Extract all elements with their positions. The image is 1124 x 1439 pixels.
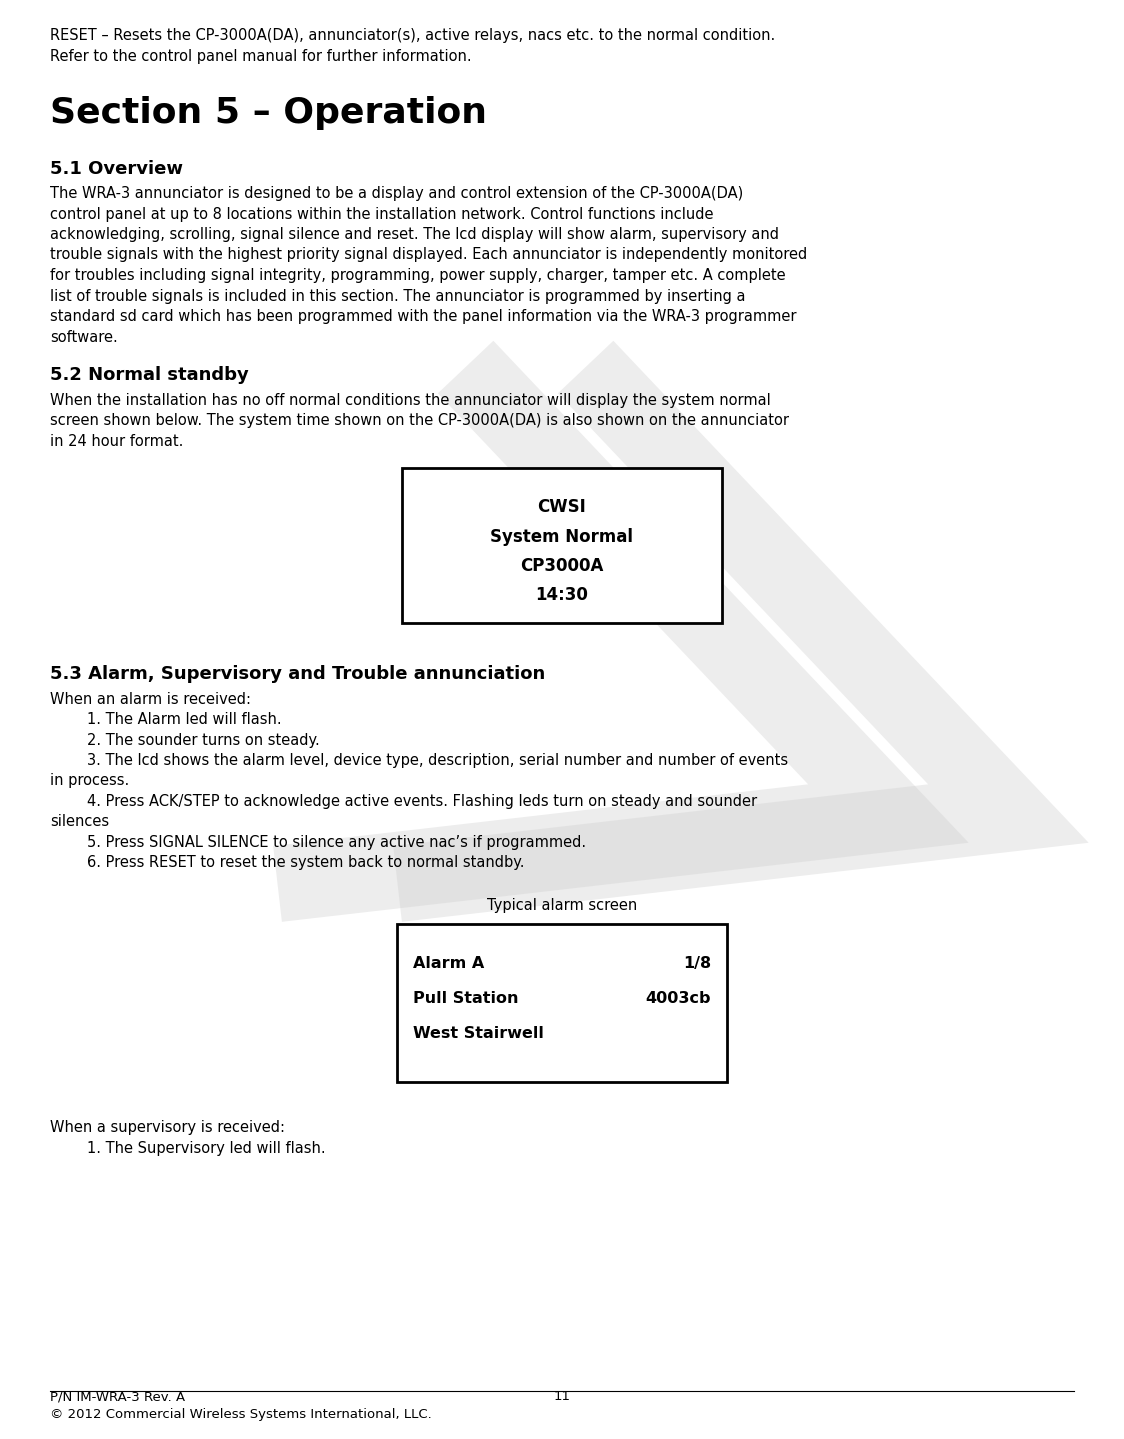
Text: control panel at up to 8 locations within the installation network. Control func: control panel at up to 8 locations withi… [49,207,714,222]
Text: Typical alarm screen: Typical alarm screen [487,898,637,912]
Text: System Normal: System Normal [490,528,634,545]
Text: 6. Press RESET to reset the system back to normal standby.: 6. Press RESET to reset the system back … [49,856,525,871]
Text: West Stairwell: West Stairwell [413,1026,544,1040]
Text: 5. Press SIGNAL SILENCE to silence any active nac’s if programmed.: 5. Press SIGNAL SILENCE to silence any a… [49,835,586,850]
Text: Alarm A: Alarm A [413,955,484,971]
Text: When an alarm is received:: When an alarm is received: [49,692,251,707]
Text: silences: silences [49,814,109,829]
Text: CWSI: CWSI [537,498,587,517]
Text: software.: software. [49,330,118,344]
Text: 1. The Supervisory led will flash.: 1. The Supervisory led will flash. [49,1141,326,1156]
Bar [397,924,727,1082]
Text: trouble signals with the highest priority signal displayed. Each annunciator is : trouble signals with the highest priorit… [49,248,807,262]
Bar [402,468,722,623]
Text: 4. Press ACK/STEP to acknowledge active events. Flashing leds turn on steady and: 4. Press ACK/STEP to acknowledge active … [49,794,758,809]
Text: 3. The lcd shows the alarm level, device type, description, serial number and nu: 3. The lcd shows the alarm level, device… [49,753,788,768]
Text: 5.3 Alarm, Supervisory and Trouble annunciation: 5.3 Alarm, Supervisory and Trouble annun… [49,665,545,684]
Text: 5.1 Overview: 5.1 Overview [49,160,183,177]
Text: CP3000A: CP3000A [520,557,604,576]
Text: 11: 11 [553,1390,571,1403]
Text: 5.2 Normal standby: 5.2 Normal standby [49,366,248,384]
Text: for troubles including signal integrity, programming, power supply, charger, tam: for troubles including signal integrity,… [49,268,786,283]
Text: The WRA-3 annunciator is designed to be a display and control extension of the C: The WRA-3 annunciator is designed to be … [49,186,743,201]
Text: When the installation has no off normal conditions the annunciator will display : When the installation has no off normal … [49,393,771,407]
Text: P/N IM-WRA-3 Rev. A: P/N IM-WRA-3 Rev. A [49,1390,185,1403]
Text: Refer to the control panel manual for further information.: Refer to the control panel manual for fu… [49,49,472,63]
Text: screen shown below. The system time shown on the CP-3000A(DA) is also shown on t: screen shown below. The system time show… [49,413,789,427]
Text: acknowledging, scrolling, signal silence and reset. The lcd display will show al: acknowledging, scrolling, signal silence… [49,227,779,242]
Text: 14:30: 14:30 [535,587,589,604]
Text: RESET – Resets the CP-3000A(DA), annunciator(s), active relays, nacs etc. to the: RESET – Resets the CP-3000A(DA), annunci… [49,27,776,43]
Text: list of trouble signals is included in this section. The annunciator is programm: list of trouble signals is included in t… [49,288,745,304]
Text: standard sd card which has been programmed with the panel information via the WR: standard sd card which has been programm… [49,309,797,324]
Text: Section 5 – Operation: Section 5 – Operation [49,96,487,131]
Text: 4003cb: 4003cb [645,991,711,1006]
Text: Pull Station: Pull Station [413,991,518,1006]
Text: When a supervisory is received:: When a supervisory is received: [49,1120,285,1135]
Text: 1/8: 1/8 [683,955,711,971]
Text: 2. The sounder turns on steady.: 2. The sounder turns on steady. [49,732,319,747]
Text: 1. The Alarm led will flash.: 1. The Alarm led will flash. [49,712,282,727]
Text: in 24 hour format.: in 24 hour format. [49,433,183,449]
Text: © 2012 Commercial Wireless Systems International, LLC.: © 2012 Commercial Wireless Systems Inter… [49,1407,432,1420]
Text: in process.: in process. [49,774,129,789]
